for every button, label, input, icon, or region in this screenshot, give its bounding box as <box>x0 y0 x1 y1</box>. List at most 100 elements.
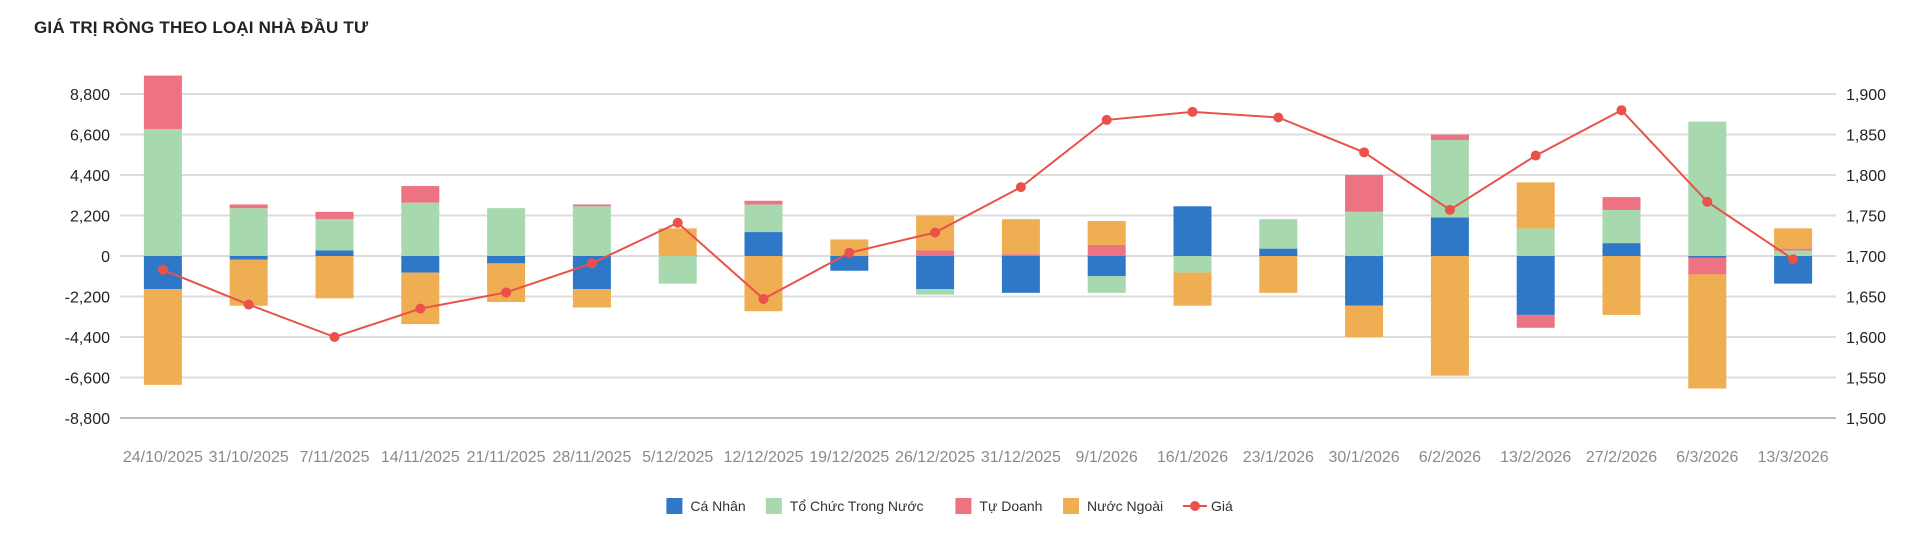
price-point <box>672 217 683 228</box>
bar-segment <box>744 200 783 205</box>
bar-segment <box>401 256 440 273</box>
price-point <box>157 264 168 275</box>
price-point <box>1187 106 1198 117</box>
x-tick-label: 24/10/2025 <box>123 449 203 466</box>
y-left-tick-label: 6,600 <box>70 128 110 145</box>
price-point <box>1616 105 1627 116</box>
bar-segment <box>916 250 955 256</box>
bar-segment <box>1602 209 1641 244</box>
price-point <box>1788 254 1799 265</box>
bar-segment <box>1345 256 1384 306</box>
bar-segment <box>315 256 354 299</box>
bar-segment <box>1688 257 1727 275</box>
bar-segment <box>1516 314 1555 328</box>
bar-segment <box>1173 206 1212 256</box>
bar-segment <box>1516 228 1555 256</box>
price-point <box>329 332 340 342</box>
bar-segment <box>1087 244 1126 256</box>
bar-segment <box>229 256 268 260</box>
legend-label: Tự Doanh <box>979 498 1042 514</box>
y-right-tick-label: 1,800 <box>1846 168 1886 185</box>
y-left-tick-label: -2,200 <box>65 290 110 307</box>
price-point <box>758 293 769 304</box>
price-point <box>844 247 855 258</box>
price-point <box>415 303 426 314</box>
x-tick-label: 31/12/2025 <box>981 449 1061 466</box>
price-point <box>1015 182 1026 193</box>
x-tick-label: 9/1/2026 <box>1076 449 1138 466</box>
bar-segment <box>1173 256 1212 273</box>
x-tick-label: 21/11/2025 <box>467 449 546 466</box>
y-right-tick-label: 1,700 <box>1846 249 1886 266</box>
y-left-tick-label: 0 <box>101 249 110 266</box>
legend-label: Tổ Chức Trong Nước <box>790 498 924 514</box>
price-point <box>1702 196 1713 207</box>
x-tick-label: 28/11/2025 <box>552 449 631 466</box>
legend-label: Nước Ngoài <box>1087 498 1163 514</box>
y-right-tick-label: 1,600 <box>1846 330 1886 347</box>
bar-segment <box>1173 272 1212 306</box>
bar-segment <box>1087 276 1126 293</box>
legend-item: Cá Nhân <box>666 498 746 514</box>
y-right-tick-label: 1,500 <box>1846 411 1886 428</box>
x-tick-label: 27/2/2026 <box>1586 449 1657 466</box>
price-point <box>243 299 254 310</box>
legend-item: Tự Doanh <box>955 498 1042 514</box>
legend-swatch <box>765 498 782 514</box>
bar-segment <box>1001 256 1040 293</box>
legend-item: Tổ Chức Trong Nước <box>765 498 924 514</box>
y-left-tick-label: 8,800 <box>70 87 110 104</box>
bar-segment <box>401 186 440 203</box>
price-line <box>157 105 1799 342</box>
bar-segment <box>1688 274 1727 389</box>
bar-segment <box>315 211 354 220</box>
bar-segment <box>1345 211 1384 256</box>
bar-segment <box>1259 256 1298 293</box>
x-tick-label: 13/2/2026 <box>1500 449 1571 466</box>
price-point <box>1101 114 1112 125</box>
legend-swatch <box>666 498 683 514</box>
bar-segment <box>830 239 869 256</box>
bar-segment <box>1001 219 1040 255</box>
price-point <box>1444 204 1455 215</box>
bar-segment <box>744 232 783 256</box>
grid-lines <box>120 93 1836 419</box>
y-left-tick-label: -6,600 <box>65 371 110 388</box>
bar-segment <box>401 202 440 256</box>
price-point <box>1273 112 1284 123</box>
legend-label: Cá Nhân <box>690 498 745 514</box>
bar-segment <box>658 228 697 256</box>
legend-label: Giá <box>1211 498 1233 514</box>
x-tick-label: 23/1/2026 <box>1243 449 1314 466</box>
bar-segment <box>1345 175 1384 212</box>
bar-segment <box>315 219 354 251</box>
price-point <box>501 287 512 298</box>
bar-segment <box>229 259 268 306</box>
legend-item: Giá <box>1183 498 1233 514</box>
legend-swatch <box>955 498 972 514</box>
legend-item: Nước Ngoài <box>1063 498 1163 514</box>
bars <box>143 75 1813 389</box>
bar-segment <box>1087 256 1126 277</box>
y-left-tick-label: -8,800 <box>65 411 110 428</box>
bar-segment <box>1430 134 1469 141</box>
bar-segment <box>1001 254 1040 256</box>
bar-segment <box>916 289 955 295</box>
y-right-tick-label: 1,650 <box>1846 290 1886 307</box>
bar-segment <box>143 75 182 129</box>
x-tick-label: 12/12/2025 <box>723 449 803 466</box>
y-right-tick-label: 1,900 <box>1846 87 1886 104</box>
bar-segment <box>658 256 697 284</box>
price-point <box>930 227 941 238</box>
bar-segment <box>1430 256 1469 376</box>
y-left-tick-label: -4,400 <box>65 330 110 347</box>
bar-segment <box>1602 243 1641 256</box>
y-left-tick-label: 2,200 <box>70 209 110 226</box>
bar-segment <box>401 272 440 325</box>
bar-segment <box>1516 182 1555 229</box>
legend-marker <box>1190 501 1200 511</box>
bar-segment <box>143 128 182 256</box>
price-point <box>586 258 597 269</box>
bar-segment <box>1774 248 1813 251</box>
